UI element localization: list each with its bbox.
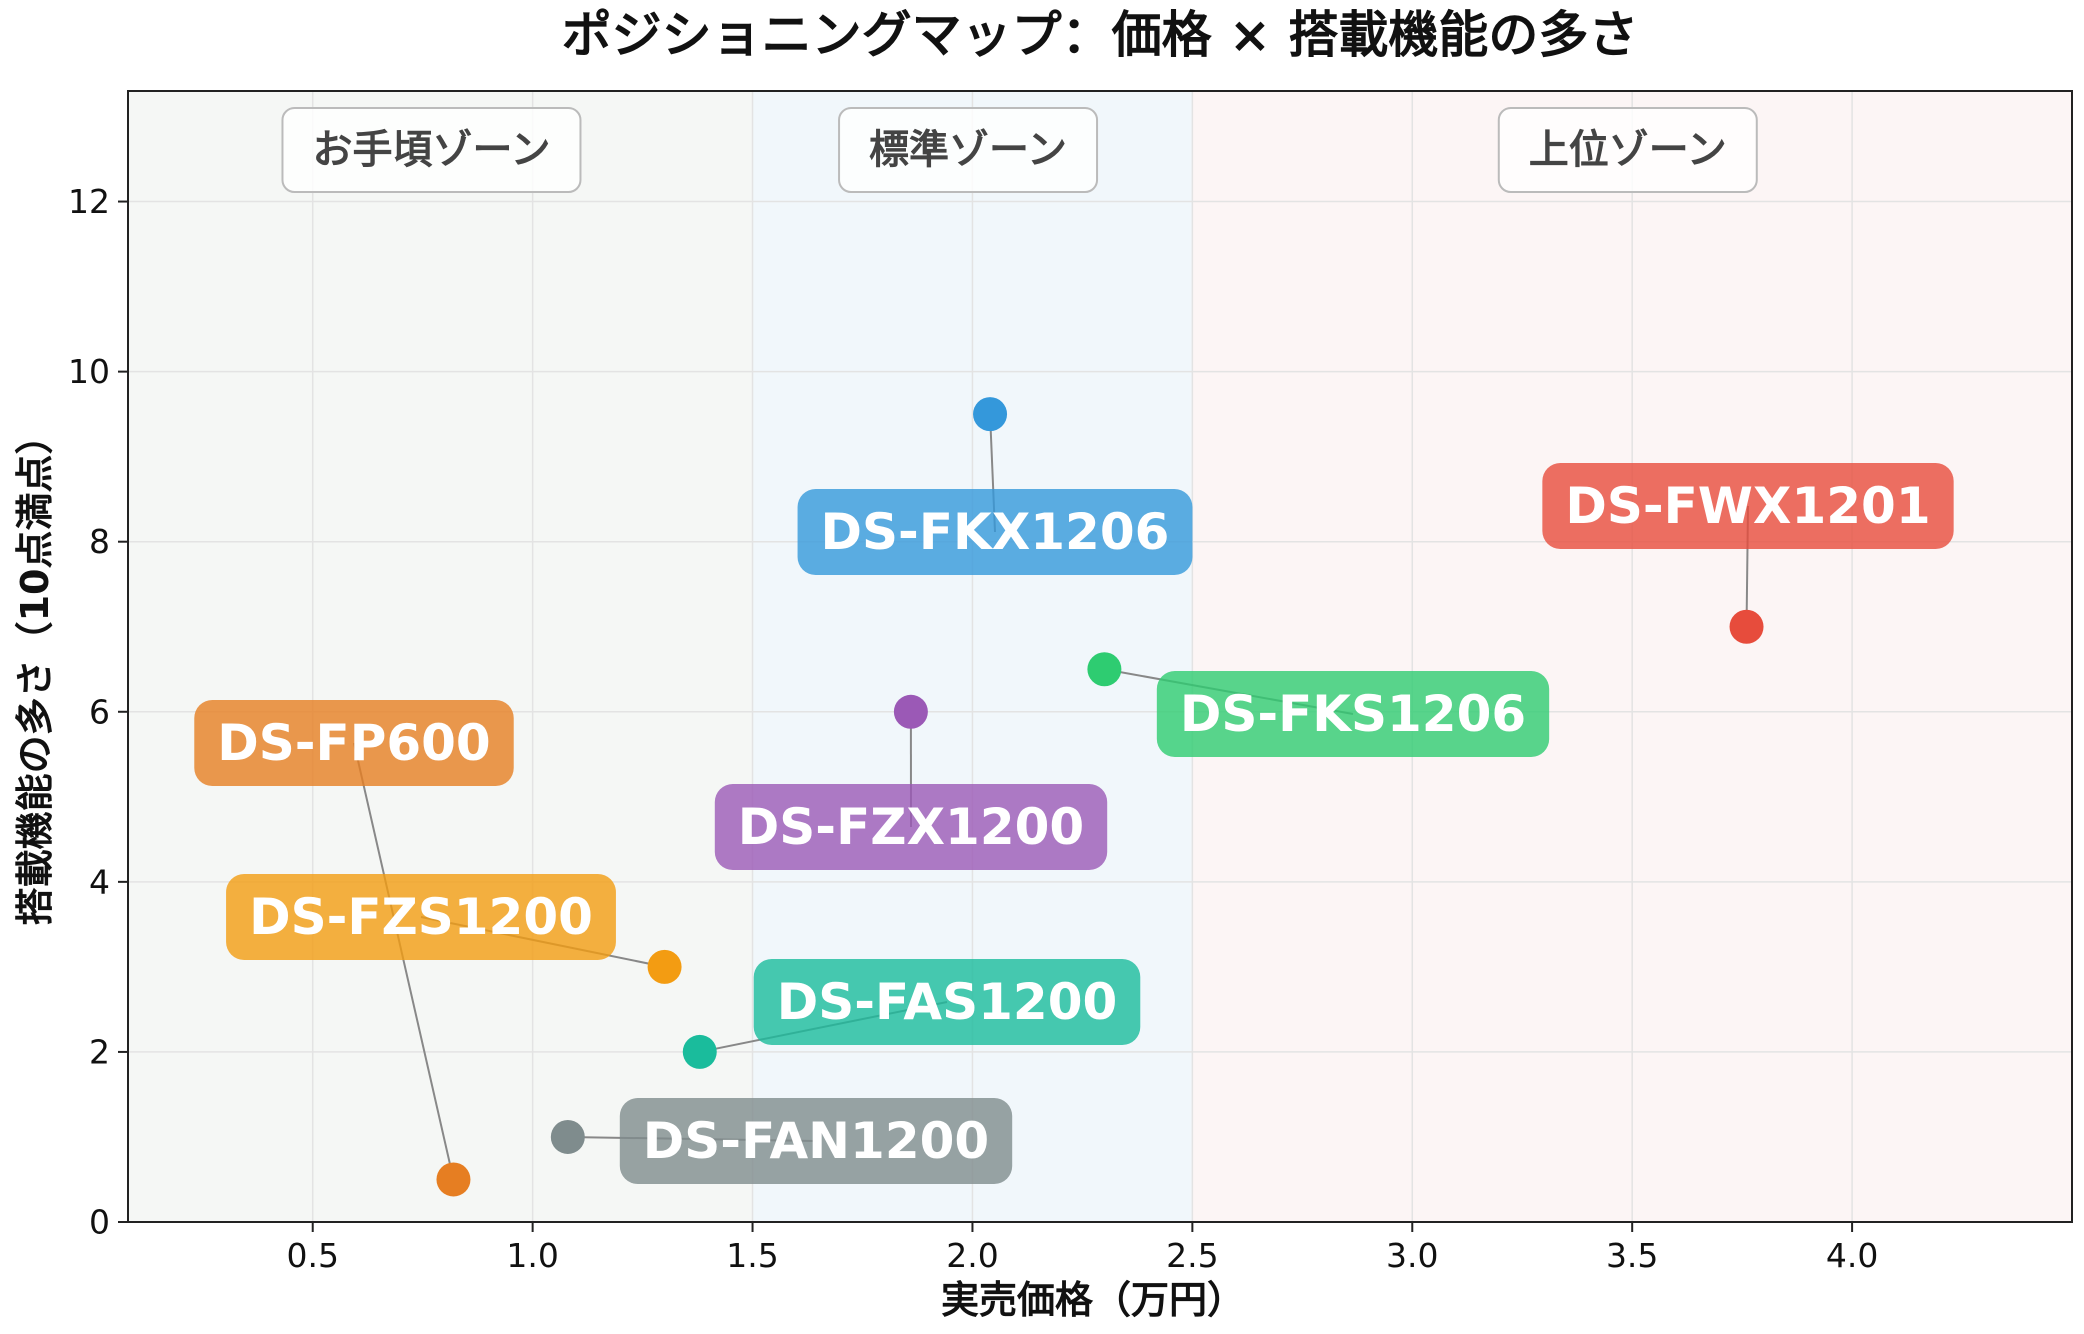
zone-label-text: 上位ゾーン [1529, 127, 1727, 173]
point-ds-fzs1200 [647, 949, 682, 984]
point-label-text: DS-FP600 [217, 714, 490, 772]
point-label-text: DS-FAS1200 [777, 973, 1118, 1031]
point-ds-fan1200 [550, 1119, 585, 1154]
y-tick-label: 10 [68, 352, 110, 391]
point-label-box [1542, 463, 1954, 549]
zone-labels: お手頃ゾーン 標準ゾーン 上位ゾーン [281, 107, 1758, 193]
connector-ds-fp600 [353, 742, 455, 1180]
x-tick-label: 3.5 [1606, 1236, 1658, 1275]
point-label-box [619, 1098, 1013, 1184]
point-label-box [714, 784, 1108, 870]
y-axis-title: 搭載機能の多さ（10点満点） [13, 417, 57, 926]
point-label-text: DS-FAN1200 [643, 1112, 989, 1170]
point-ds-fas1200 [682, 1034, 717, 1069]
point-labels: DS-FKX1206 DS-FWX1201 DS-FKS1206 DS-FZX1200… [194, 463, 1954, 1184]
zone-label-box [281, 107, 582, 193]
point-label-text: DS-FKX1206 [821, 503, 1170, 561]
x-tick-label: 3.0 [1386, 1236, 1438, 1275]
point-ds-fks1206 [1087, 652, 1122, 687]
y-tick-label: 12 [68, 182, 110, 221]
point-ds-fkx1206 [973, 397, 1008, 432]
y-axis-ticks: 0 2 4 6 8 10 12 [68, 182, 128, 1242]
zone-label-1: 標準ゾーン [838, 107, 1099, 193]
point-label-text: DS-FWX1201 [1565, 477, 1930, 535]
x-tick-label: 1.0 [506, 1236, 558, 1275]
plot-frame [127, 90, 2073, 1223]
zone-bg-0 [128, 91, 753, 1222]
point-ds-fp600 [436, 1162, 471, 1197]
x-tick-label: 0.5 [286, 1236, 338, 1275]
point-ds-fzx1200 [893, 694, 928, 729]
zone-label-box [1497, 107, 1758, 193]
point-label-box [226, 874, 616, 960]
label-ds-fzx1200: DS-FZX1200 [714, 784, 1108, 870]
point-label-box [797, 489, 1193, 575]
x-tick-label: 1.5 [726, 1236, 778, 1275]
zone-label-text: 標準ゾーン [869, 127, 1067, 173]
label-ds-fas1200: DS-FAS1200 [753, 959, 1141, 1045]
point-label-box [1156, 671, 1550, 757]
y-tick-label: 4 [89, 862, 110, 901]
label-ds-fp600: DS-FP600 [194, 700, 514, 786]
zone-label-0: お手頃ゾーン [281, 107, 582, 193]
chart-title: ポジショニングマップ：価格 × 搭載機能の多さ [562, 6, 1639, 64]
point-label-box [753, 959, 1141, 1045]
y-tick-label: 8 [89, 522, 110, 561]
label-ds-fwx1201: DS-FWX1201 [1542, 463, 1954, 549]
point-ds-fwx1201 [1729, 609, 1764, 644]
zone-label-text: お手頃ゾーン [312, 127, 550, 173]
zone-label-box [838, 107, 1099, 193]
y-tick-label: 0 [89, 1203, 110, 1242]
point-label-text: DS-FZS1200 [249, 888, 593, 946]
x-axis-title: 実売価格（万円） [941, 1278, 1245, 1322]
x-tick-label: 2.5 [1166, 1236, 1218, 1275]
point-label-text: DS-FZX1200 [738, 798, 1084, 856]
label-ds-fks1206: DS-FKS1206 [1156, 671, 1550, 757]
x-axis-ticks: 0.5 1.0 1.5 2.0 2.5 3.0 3.5 4.0 [286, 1222, 1878, 1275]
x-tick-label: 4.0 [1826, 1236, 1878, 1275]
data-points [436, 397, 1764, 1197]
label-ds-fkx1206: DS-FKX1206 [797, 489, 1193, 575]
x-tick-label: 2.0 [946, 1236, 998, 1275]
point-label-box [194, 700, 514, 786]
label-ds-fan1200: DS-FAN1200 [619, 1098, 1013, 1184]
zone-label-2: 上位ゾーン [1497, 107, 1758, 193]
point-label-text: DS-FKS1206 [1180, 685, 1526, 743]
label-ds-fzs1200: DS-FZS1200 [226, 874, 616, 960]
y-tick-label: 6 [89, 692, 110, 731]
y-tick-label: 2 [89, 1032, 110, 1071]
